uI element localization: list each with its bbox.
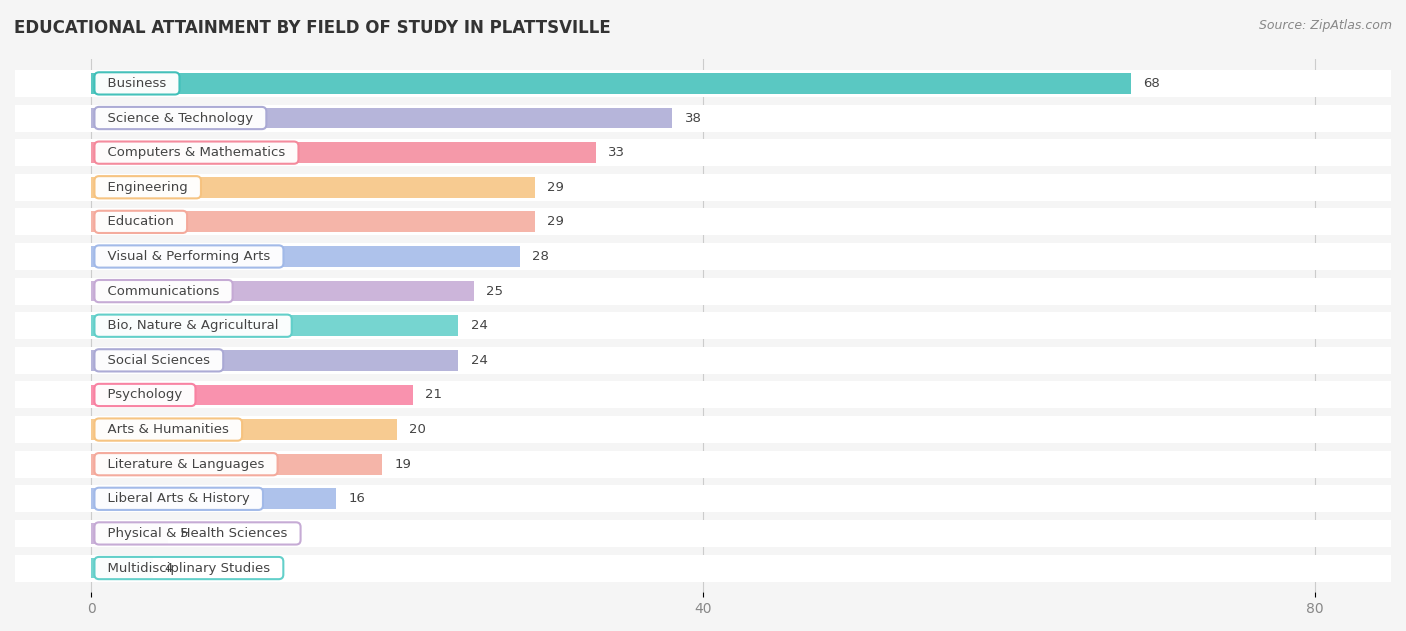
Text: Physical & Health Sciences: Physical & Health Sciences: [98, 527, 297, 540]
Bar: [15, 278, 1391, 305]
Bar: [15, 451, 1391, 478]
Text: 25: 25: [486, 285, 503, 298]
Bar: [91, 246, 520, 267]
Text: Arts & Humanities: Arts & Humanities: [98, 423, 238, 436]
Bar: [91, 454, 382, 475]
Bar: [15, 139, 1391, 166]
Bar: [91, 281, 474, 302]
Bar: [15, 70, 1391, 97]
Text: EDUCATIONAL ATTAINMENT BY FIELD OF STUDY IN PLATTSVILLE: EDUCATIONAL ATTAINMENT BY FIELD OF STUDY…: [14, 19, 610, 37]
Bar: [15, 416, 1391, 443]
Text: Literature & Languages: Literature & Languages: [98, 457, 273, 471]
Text: 24: 24: [471, 319, 488, 333]
Bar: [91, 73, 1130, 94]
Text: 38: 38: [685, 112, 702, 124]
Bar: [91, 523, 167, 544]
Bar: [91, 558, 153, 579]
Text: Visual & Performing Arts: Visual & Performing Arts: [98, 250, 278, 263]
Text: 29: 29: [547, 180, 564, 194]
Bar: [91, 108, 672, 128]
Text: 5: 5: [180, 527, 188, 540]
Text: 16: 16: [349, 492, 366, 505]
Text: 21: 21: [425, 389, 441, 401]
Bar: [91, 177, 534, 198]
Text: Computers & Mathematics: Computers & Mathematics: [98, 146, 294, 159]
Text: Psychology: Psychology: [98, 389, 191, 401]
Text: Source: ZipAtlas.com: Source: ZipAtlas.com: [1258, 19, 1392, 32]
Text: 68: 68: [1143, 77, 1160, 90]
Text: 24: 24: [471, 354, 488, 367]
Bar: [91, 142, 596, 163]
Bar: [91, 350, 458, 371]
Bar: [15, 520, 1391, 547]
Text: 4: 4: [165, 562, 173, 575]
Text: Education: Education: [98, 215, 183, 228]
Text: Science & Technology: Science & Technology: [98, 112, 262, 124]
Bar: [91, 419, 398, 440]
Bar: [15, 382, 1391, 408]
Bar: [15, 243, 1391, 270]
Text: Bio, Nature & Agricultural: Bio, Nature & Agricultural: [98, 319, 287, 333]
Text: Multidisciplinary Studies: Multidisciplinary Studies: [98, 562, 278, 575]
Bar: [91, 211, 534, 232]
Bar: [15, 174, 1391, 201]
Bar: [15, 312, 1391, 339]
Bar: [15, 105, 1391, 131]
Text: 20: 20: [409, 423, 426, 436]
Bar: [15, 347, 1391, 374]
Text: 28: 28: [531, 250, 548, 263]
Bar: [91, 316, 458, 336]
Text: Liberal Arts & History: Liberal Arts & History: [98, 492, 259, 505]
Text: Social Sciences: Social Sciences: [98, 354, 218, 367]
Text: Business: Business: [98, 77, 174, 90]
Text: 19: 19: [394, 457, 411, 471]
Bar: [15, 485, 1391, 512]
Text: Communications: Communications: [98, 285, 228, 298]
Bar: [15, 555, 1391, 582]
Bar: [91, 384, 412, 405]
Text: 29: 29: [547, 215, 564, 228]
Bar: [91, 488, 336, 509]
Bar: [15, 208, 1391, 235]
Text: 33: 33: [609, 146, 626, 159]
Text: Engineering: Engineering: [98, 180, 197, 194]
